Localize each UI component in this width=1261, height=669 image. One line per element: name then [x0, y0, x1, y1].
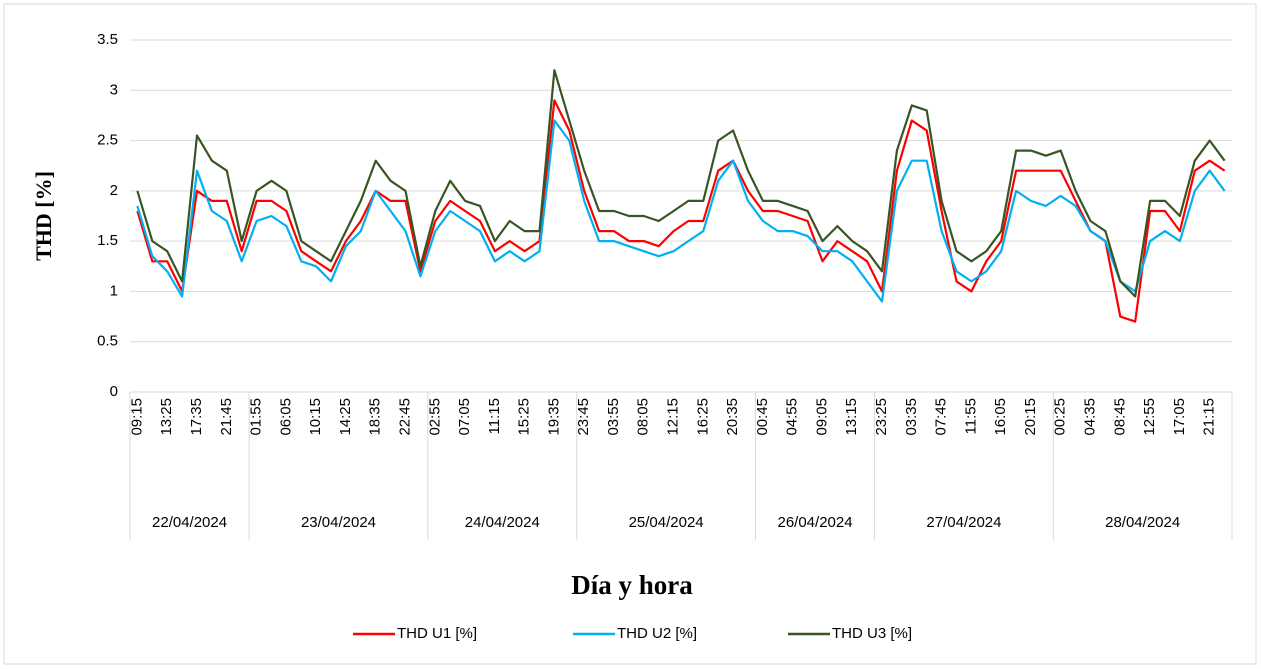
y-tick-label: 2	[110, 182, 118, 199]
y-tick-label: 1.5	[97, 232, 118, 249]
x-tick-label: 17:05	[1171, 398, 1188, 436]
y-tick-label: 3.5	[97, 31, 118, 48]
x-tick-label: 21:15	[1201, 398, 1218, 436]
x-tick-label: 14:25	[337, 398, 354, 436]
y-axis-title: THD [%]	[31, 171, 56, 261]
legend-label: THD U3 [%]	[832, 625, 912, 642]
series-line	[136, 69, 1226, 298]
x-group-label: 27/04/2024	[926, 514, 1001, 531]
y-tick-label: 1	[110, 282, 118, 299]
y-tick-label: 0.5	[97, 333, 118, 350]
x-tick-label: 15:25	[516, 398, 533, 436]
series-line	[136, 119, 1226, 303]
x-tick-label: 21:45	[218, 398, 235, 436]
x-tick-label: 16:25	[694, 398, 711, 436]
x-tick-label: 23:25	[873, 398, 890, 436]
x-tick-label: 00:25	[1052, 398, 1069, 436]
x-group-label: 26/04/2024	[777, 514, 852, 531]
y-tick-label: 3	[110, 81, 118, 98]
legend-label: THD U1 [%]	[397, 625, 477, 642]
x-tick-label: 06:05	[277, 398, 294, 436]
x-tick-label: 20:35	[724, 398, 741, 436]
x-tick-label: 22:45	[396, 398, 413, 436]
x-tick-label: 17:35	[188, 398, 205, 436]
x-tick-label: 12:15	[665, 398, 682, 436]
x-tick-label: 11:15	[486, 398, 503, 434]
x-axis-title: Día y hora	[571, 570, 693, 600]
x-tick-label: 01:55	[248, 398, 265, 436]
series-line	[136, 99, 1226, 323]
x-tick-label: 13:15	[843, 398, 860, 436]
x-tick-label: 18:35	[367, 398, 384, 436]
x-tick-label: 08:45	[1111, 398, 1128, 436]
x-tick-label: 09:05	[813, 398, 830, 436]
x-tick-label: 03:35	[903, 398, 920, 436]
x-tick-label: 07:05	[456, 398, 473, 436]
x-tick-label: 02:55	[426, 398, 443, 436]
y-tick-label: 0	[110, 383, 118, 400]
x-tick-label: 08:05	[635, 398, 652, 436]
x-tick-label: 04:35	[1081, 398, 1098, 436]
x-tick-label: 07:45	[933, 398, 950, 436]
x-tick-label: 13:25	[158, 398, 175, 436]
x-group-label: 23/04/2024	[301, 514, 376, 531]
x-tick-label: 11:55	[962, 398, 979, 434]
x-tick-label: 00:45	[754, 398, 771, 436]
x-tick-label: 12:55	[1141, 398, 1158, 436]
x-tick-label: 19:35	[545, 398, 562, 436]
chart-border	[3, 3, 1257, 665]
x-tick-label: 10:15	[307, 398, 324, 436]
x-group-label: 22/04/2024	[152, 514, 227, 531]
x-tick-label: 04:55	[784, 398, 801, 436]
x-tick-label: 16:05	[992, 398, 1009, 436]
x-group-label: 28/04/2024	[1105, 514, 1180, 531]
x-group-label: 25/04/2024	[629, 514, 704, 531]
x-tick-label: 09:15	[128, 398, 145, 436]
y-tick-label: 2.5	[97, 132, 118, 149]
x-tick-label: 03:55	[605, 398, 622, 436]
x-tick-label: 23:45	[575, 398, 592, 436]
x-group-label: 24/04/2024	[465, 514, 540, 531]
x-tick-label: 20:15	[1022, 398, 1039, 436]
legend-label: THD U2 [%]	[617, 625, 697, 642]
